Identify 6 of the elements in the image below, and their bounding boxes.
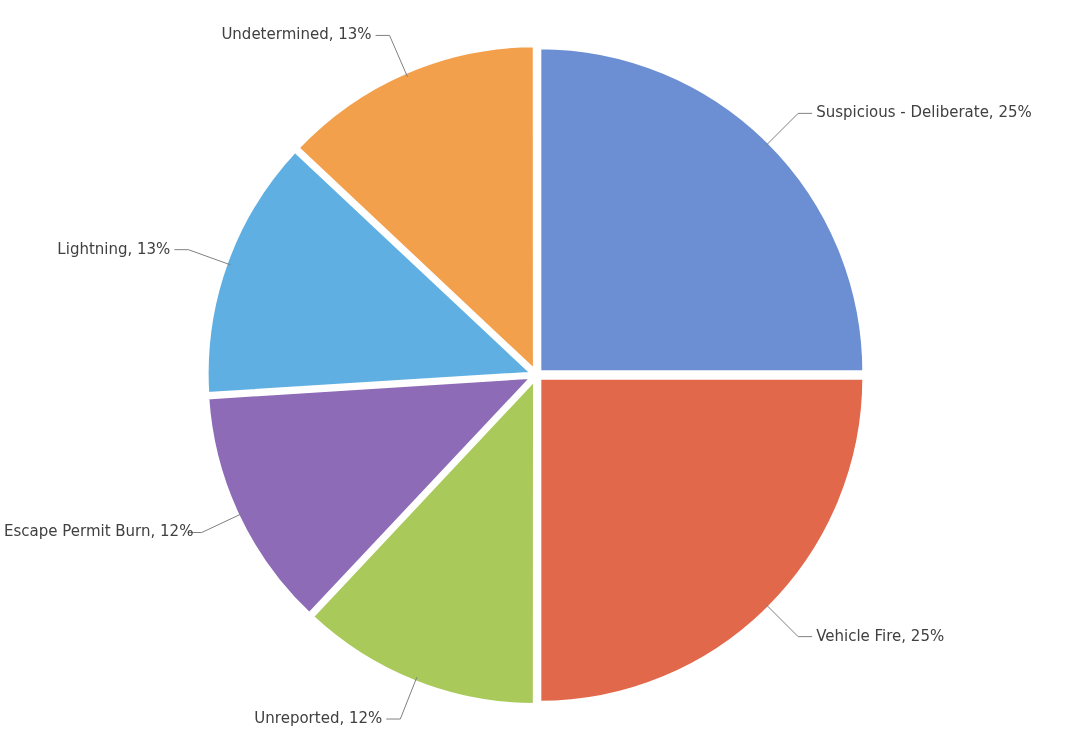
slice-label: Suspicious - Deliberate, 25% <box>816 103 1032 122</box>
slice-label: Lightning, 13% <box>57 239 171 258</box>
slice-label: Unreported, 12% <box>254 708 383 727</box>
slice-label: Escape Permit Burn, 12% <box>4 522 194 541</box>
slice-label: Vehicle Fire, 25% <box>816 626 945 645</box>
slice-label: Undetermined, 13% <box>221 25 372 44</box>
